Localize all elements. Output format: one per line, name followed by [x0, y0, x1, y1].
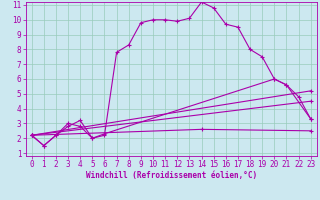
X-axis label: Windchill (Refroidissement éolien,°C): Windchill (Refroidissement éolien,°C) — [86, 171, 257, 180]
